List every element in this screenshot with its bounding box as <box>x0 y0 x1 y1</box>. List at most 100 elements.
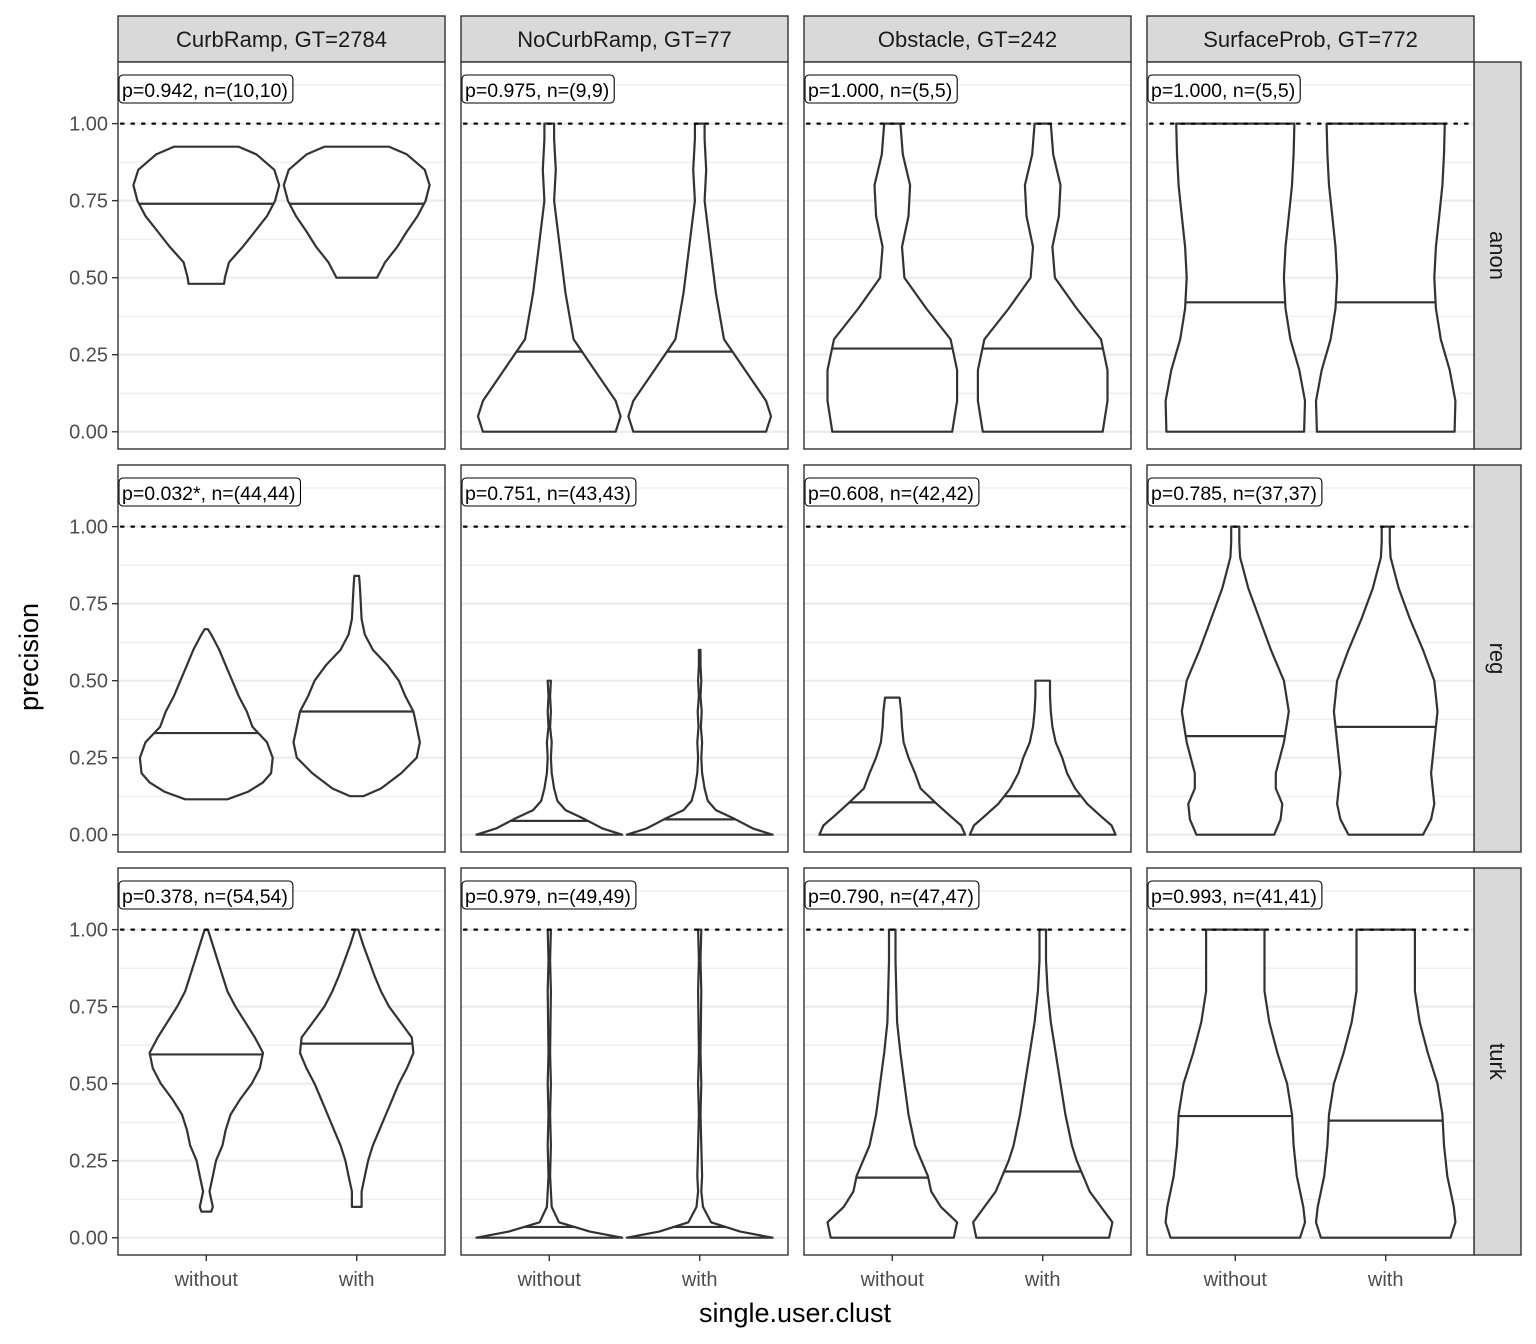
p-value-annotation: p=0.942, n=(10,10) <box>118 74 294 104</box>
p-value-annotation: p=0.751, n=(43,43) <box>461 477 637 507</box>
column-strip-label: CurbRamp, GT=2784 <box>176 27 387 52</box>
panel-background <box>461 465 788 852</box>
facet-panel: p=0.993, n=(41,41) <box>1146 867 1475 1256</box>
x-tick-label: with <box>1024 1269 1061 1291</box>
x-tick-label: without <box>174 1269 239 1291</box>
facet-panel: p=0.785, n=(37,37) <box>1146 464 1475 853</box>
p-value-text: p=0.608, n=(42,42) <box>808 483 974 505</box>
facet-panel: p=1.000, n=(5,5) <box>1146 61 1475 450</box>
x-axis-title: single.user.clust <box>699 1298 892 1328</box>
p-value-box <box>1147 880 1323 910</box>
y-tick-label: 0.00 <box>69 422 108 444</box>
y-tick-label: 0.25 <box>69 748 108 770</box>
y-axis-title: precision <box>14 603 44 711</box>
p-value-box <box>461 477 637 507</box>
p-value-box <box>1147 477 1323 507</box>
y-tick-label: 0.00 <box>69 1228 108 1250</box>
y-tick-label: 0.25 <box>69 345 108 367</box>
column-strip <box>1146 15 1475 63</box>
p-value-text: p=0.785, n=(37,37) <box>1151 483 1317 505</box>
violin-without <box>476 122 622 433</box>
p-value-box <box>461 74 615 104</box>
violin-without <box>818 696 967 836</box>
column-strip <box>117 15 446 63</box>
p-value-annotation: p=0.979, n=(49,49) <box>461 880 637 910</box>
y-tick-label: 1.00 <box>69 517 108 539</box>
p-value-text: p=1.000, n=(5,5) <box>808 80 952 102</box>
p-value-text: p=0.993, n=(41,41) <box>1151 886 1317 908</box>
facet-panel: p=0.790, n=(47,47) <box>803 867 1132 1256</box>
panel-background <box>118 465 445 852</box>
p-value-text: p=0.751, n=(43,43) <box>465 483 631 505</box>
x-tick-label: without <box>517 1269 582 1291</box>
p-value-annotation: p=1.000, n=(5,5) <box>804 74 958 104</box>
panel-border <box>117 464 446 853</box>
row-strip-label: anon <box>1485 231 1510 280</box>
p-value-annotation: p=0.975, n=(9,9) <box>461 74 615 104</box>
facet-panel: p=0.942, n=(10,10) <box>117 61 446 450</box>
panel-border <box>117 867 446 1256</box>
x-tick-label: with <box>681 1269 718 1291</box>
panel-border <box>803 464 1132 853</box>
p-value-text: p=0.790, n=(47,47) <box>808 886 974 908</box>
row-strip <box>1473 867 1522 1256</box>
p-value-annotation: p=1.000, n=(5,5) <box>1147 74 1301 104</box>
panel-border <box>1146 464 1475 853</box>
violin-with <box>282 145 431 279</box>
y-tick-label: 0.50 <box>69 671 108 693</box>
p-value-text: p=0.979, n=(49,49) <box>465 886 631 908</box>
violin-without <box>1164 122 1307 433</box>
y-tick-label: 0.75 <box>69 594 108 616</box>
p-value-box <box>1147 74 1301 104</box>
p-value-text: p=0.378, n=(54,54) <box>122 886 288 908</box>
y-tick-label: 0.75 <box>69 997 108 1019</box>
panel-border <box>117 61 446 450</box>
violin-with <box>976 122 1109 433</box>
row-strip-label: turk <box>1485 1043 1510 1081</box>
panel-border <box>460 464 789 853</box>
panel-background <box>804 465 1131 852</box>
p-value-box <box>118 74 294 104</box>
p-value-text: p=0.942, n=(10,10) <box>122 80 288 102</box>
p-value-box <box>804 74 958 104</box>
panel-border <box>803 61 1132 450</box>
y-tick-label: 0.50 <box>69 268 108 290</box>
y-tick-label: 0.75 <box>69 191 108 213</box>
p-value-text: p=0.975, n=(9,9) <box>465 80 609 102</box>
p-value-annotation: p=0.608, n=(42,42) <box>804 477 980 507</box>
panel-border <box>460 61 789 450</box>
violin-with <box>625 648 774 836</box>
p-value-box <box>118 477 302 507</box>
facet-panel: p=0.751, n=(43,43) <box>460 464 789 853</box>
violin-without <box>826 928 959 1239</box>
y-tick-label: 0.25 <box>69 1151 108 1173</box>
column-strip <box>803 15 1132 63</box>
y-tick-label: 1.00 <box>69 114 108 136</box>
violin-with <box>1314 928 1457 1239</box>
x-tick-label: with <box>338 1269 375 1291</box>
p-value-annotation: p=0.032*, n=(44,44) <box>118 477 302 507</box>
facet-panel: p=0.608, n=(42,42) <box>803 464 1132 853</box>
violin-without <box>475 679 624 836</box>
x-tick-label: without <box>860 1269 925 1291</box>
p-value-box <box>461 880 637 910</box>
panel-border <box>460 867 789 1256</box>
violin-with <box>1314 122 1457 433</box>
violin-without <box>826 122 959 433</box>
p-value-box <box>804 477 980 507</box>
x-tick-label: without <box>1203 1269 1268 1291</box>
facet-grid: CurbRamp, GT=2784 NoCurbRamp, GT=77 Obstac… <box>69 15 1522 1291</box>
facet-panel: p=0.979, n=(49,49) <box>460 867 789 1256</box>
violin-with <box>292 574 421 798</box>
column-strip-label: NoCurbRamp, GT=77 <box>517 27 732 52</box>
facet-panel: p=0.378, n=(54,54) <box>117 867 446 1256</box>
panel-border <box>1146 61 1475 450</box>
violin-without <box>132 145 281 285</box>
violin-without <box>1180 525 1290 836</box>
y-tick-label: 0.50 <box>69 1074 108 1096</box>
p-value-annotation: p=0.785, n=(37,37) <box>1147 477 1323 507</box>
p-value-annotation: p=0.790, n=(47,47) <box>804 880 980 910</box>
facet-panel: p=1.000, n=(5,5) <box>803 61 1132 450</box>
panel-border <box>803 867 1132 1256</box>
